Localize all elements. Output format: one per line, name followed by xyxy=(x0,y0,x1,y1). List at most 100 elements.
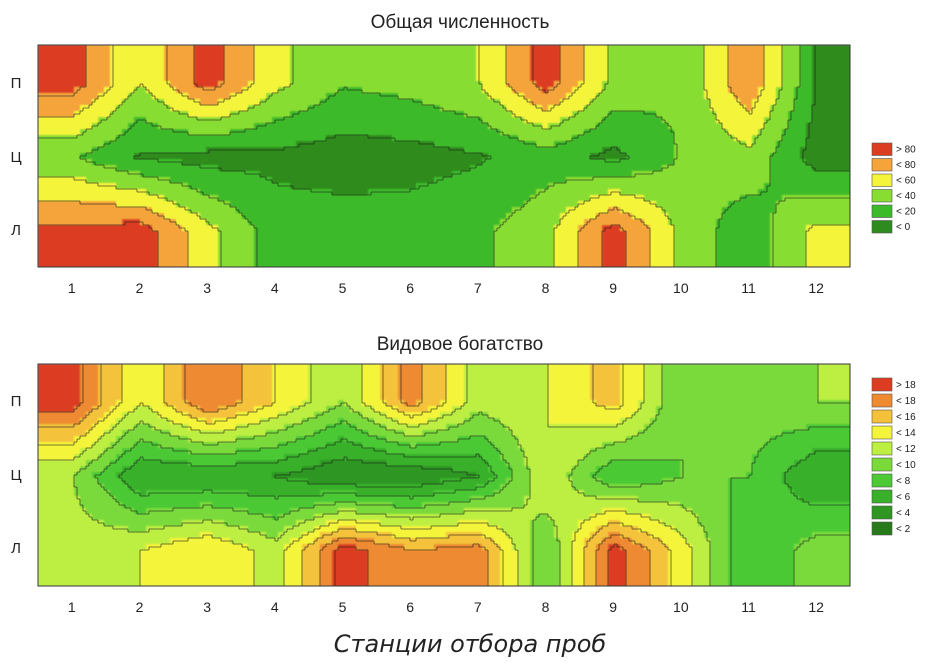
heatmap-cell xyxy=(332,69,339,76)
heatmap-cell xyxy=(710,243,717,250)
heatmap-cell xyxy=(332,147,339,154)
heatmap-cell xyxy=(338,51,345,58)
heatmap-cell xyxy=(188,123,195,130)
heatmap-cell xyxy=(206,243,213,250)
heatmap-cell xyxy=(326,81,333,88)
heatmap-cell xyxy=(308,207,315,214)
heatmap-cell xyxy=(734,63,741,70)
heatmap-cell xyxy=(134,237,141,244)
heatmap-cell xyxy=(206,69,213,76)
heatmap-cell xyxy=(632,219,639,226)
heatmap-cell xyxy=(776,255,783,262)
heatmap-cell xyxy=(752,87,759,94)
heatmap-cell xyxy=(578,75,585,82)
heatmap-cell xyxy=(536,261,543,267)
heatmap-cell xyxy=(500,63,507,70)
heatmap-cell xyxy=(140,129,147,136)
heatmap-cell xyxy=(686,105,693,112)
heatmap-cell xyxy=(296,243,303,250)
heatmap-cell xyxy=(290,243,297,250)
heatmap-cell xyxy=(698,243,705,250)
heatmap-cell xyxy=(542,57,549,64)
heatmap-cell xyxy=(572,99,579,106)
heatmap-cell xyxy=(788,57,795,64)
heatmap-cell xyxy=(608,81,615,88)
heatmap-cell xyxy=(482,51,489,58)
heatmap-cell xyxy=(416,255,423,262)
heatmap-cell xyxy=(650,243,657,250)
heatmap-cell xyxy=(284,231,291,238)
heatmap-cell xyxy=(500,57,507,64)
heatmap-cell xyxy=(404,147,411,154)
heatmap-cell xyxy=(578,237,585,244)
heatmap-cell xyxy=(590,99,597,106)
heatmap-cell xyxy=(266,51,273,58)
heatmap-cell xyxy=(326,165,333,172)
heatmap-cell xyxy=(278,75,285,82)
heatmap-cell xyxy=(284,147,291,154)
heatmap-cell xyxy=(92,57,99,64)
heatmap-cell xyxy=(272,75,279,82)
heatmap-cell xyxy=(434,51,441,58)
heatmap-cell xyxy=(50,237,57,244)
heatmap-cell xyxy=(698,213,705,220)
heatmap-cell xyxy=(188,153,195,160)
heatmap-cell xyxy=(668,195,675,202)
heatmap-cell xyxy=(632,117,639,124)
heatmap-cell xyxy=(524,105,531,112)
heatmap-cell xyxy=(536,255,543,262)
heatmap-cell xyxy=(806,213,813,220)
heatmap-cell xyxy=(188,171,195,178)
heatmap-cell xyxy=(338,207,345,214)
heatmap-cell xyxy=(50,249,57,256)
heatmap-cell xyxy=(782,147,789,154)
heatmap-cell xyxy=(500,117,507,124)
heatmap-cell xyxy=(566,189,573,196)
heatmap-cell xyxy=(722,69,729,76)
heatmap-cell xyxy=(368,171,375,178)
heatmap-cell xyxy=(338,45,345,52)
heatmap-cell xyxy=(776,243,783,250)
heatmap-cell xyxy=(476,99,483,106)
heatmap-cell xyxy=(158,81,165,88)
heatmap-cell xyxy=(530,213,537,220)
heatmap-cell xyxy=(212,219,219,226)
heatmap-cell xyxy=(332,87,339,94)
heatmap-cell xyxy=(284,99,291,106)
heatmap-cell xyxy=(482,237,489,244)
heatmap-cell xyxy=(302,81,309,88)
heatmap-cell xyxy=(386,225,393,232)
heatmap-cell xyxy=(686,63,693,70)
heatmap-cell xyxy=(680,135,687,142)
heatmap-cell xyxy=(272,225,279,232)
heatmap-cell xyxy=(506,159,513,166)
heatmap-cell xyxy=(134,177,141,184)
heatmap-cell xyxy=(356,219,363,226)
heatmap-cell xyxy=(806,153,813,160)
heatmap-cell xyxy=(548,165,555,172)
heatmap-cell xyxy=(716,213,723,220)
heatmap-cell xyxy=(728,177,735,184)
heatmap-cell xyxy=(434,135,441,142)
heatmap-cell xyxy=(572,141,579,148)
heatmap-cell xyxy=(296,255,303,262)
heatmap-cell xyxy=(356,123,363,130)
heatmap-cell xyxy=(338,183,345,190)
heatmap-cell xyxy=(98,165,105,172)
heatmap-cell xyxy=(98,129,105,136)
heatmap-cell xyxy=(716,123,723,130)
heatmap-cell xyxy=(242,243,249,250)
heatmap-cell xyxy=(560,69,567,76)
heatmap-cell xyxy=(110,213,117,220)
heatmap-cell xyxy=(818,201,825,208)
heatmap-cell xyxy=(134,105,141,112)
heatmap-cell xyxy=(248,129,255,136)
heatmap-cell xyxy=(836,99,843,106)
heatmap-cell xyxy=(152,153,159,160)
heatmap-cell xyxy=(458,123,465,130)
heatmap-cell xyxy=(50,219,57,226)
heatmap-cell xyxy=(98,213,105,220)
heatmap-cell xyxy=(140,111,147,118)
heatmap-cell xyxy=(494,141,501,148)
heatmap-cell xyxy=(626,75,633,82)
